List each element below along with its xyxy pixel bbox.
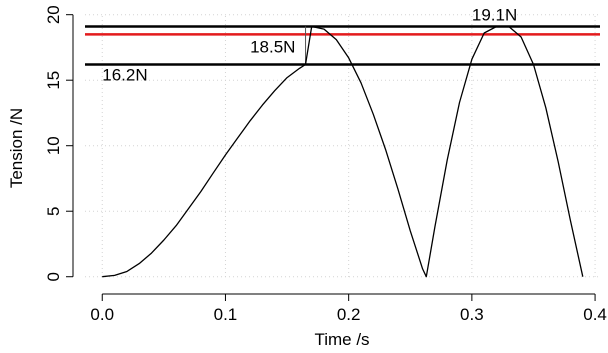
series-line [102,25,584,278]
y-tick-label: 0 [44,272,63,281]
series-group [102,25,584,278]
y-tick-label: 20 [44,5,63,24]
y-axis-label: Tension /N [7,108,26,188]
grid [85,14,600,280]
annotation-label: 16.2N [102,65,147,84]
x-tick-label: 0.2 [337,305,361,324]
annotations: 19.1N 18.5N 16.2N [102,5,517,84]
annotation-label: 18.5N [250,37,295,56]
x-tick-label: 0.4 [583,305,607,324]
annotation-label: 19.1N [472,5,517,24]
y-tick-label: 5 [44,206,63,215]
y-tick-label: 15 [44,71,63,90]
axes: 0.0 0.1 0.2 0.3 0.4 0 5 10 15 20 [44,5,607,324]
x-axis-label: Time /s [314,330,369,349]
x-tick-label: 0.1 [214,305,238,324]
y-tick-label: 10 [44,136,63,155]
reference-lines [85,25,600,66]
x-tick-label: 0.0 [90,305,114,324]
x-tick-label: 0.3 [460,305,484,324]
